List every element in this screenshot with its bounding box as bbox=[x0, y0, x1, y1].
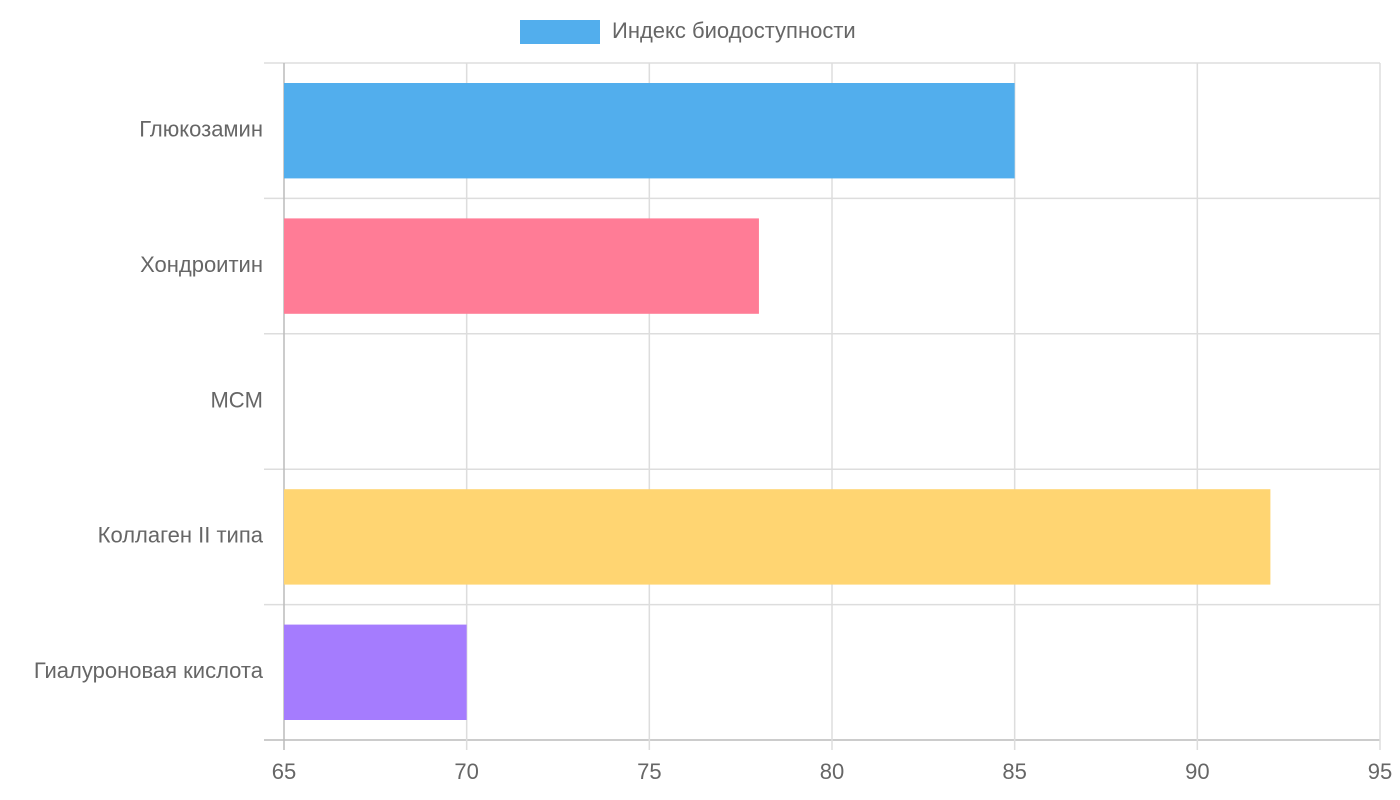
legend-label: Индекс биодоступности bbox=[612, 18, 856, 43]
bar bbox=[284, 218, 759, 314]
bar bbox=[284, 624, 467, 720]
y-tick-label: Глюкозамин bbox=[139, 117, 263, 142]
x-tick-label: 90 bbox=[1185, 759, 1209, 784]
legend-swatch bbox=[520, 20, 600, 44]
x-tick-label: 75 bbox=[637, 759, 661, 784]
y-tick-label: Гиалуроновая кислота bbox=[34, 658, 264, 683]
bar bbox=[284, 489, 1271, 585]
y-tick-label: MCM bbox=[210, 387, 263, 412]
x-tick-label: 80 bbox=[820, 759, 844, 784]
bar bbox=[284, 83, 1015, 179]
y-tick-label: Хондроитин bbox=[140, 252, 263, 277]
x-tick-label: 70 bbox=[454, 759, 478, 784]
x-tick-label: 95 bbox=[1368, 759, 1392, 784]
x-tick-label: 65 bbox=[272, 759, 296, 784]
x-tick-label: 85 bbox=[1002, 759, 1026, 784]
y-tick-label: Коллаген II типа bbox=[98, 523, 264, 548]
